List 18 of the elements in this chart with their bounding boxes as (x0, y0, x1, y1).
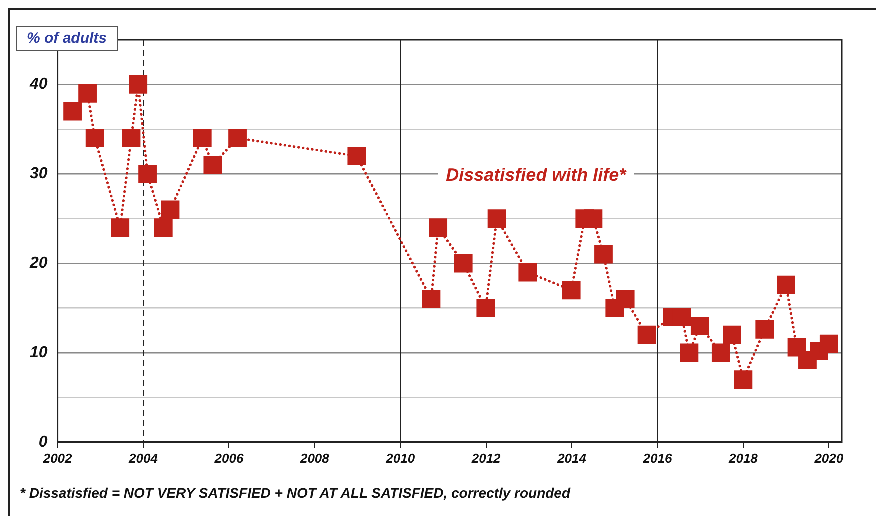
y-axis-title: % of adults (16, 26, 118, 51)
x-tick-label: 2004 (128, 450, 159, 466)
x-tick-label: 2016 (642, 450, 673, 466)
text: * Dissatisfied = NOT VERY SATISFIED + NOT AT ALL SATISFIED, correctly rounded (20, 485, 571, 501)
x-tick-label: 2002 (42, 450, 74, 466)
x-tick-label: 2008 (299, 450, 330, 466)
x-tick-label: 2012 (470, 450, 502, 466)
x-tick-label: 2006 (214, 450, 244, 466)
series-label: Dissatisfied with life* (446, 164, 628, 185)
x-tick-label: 2018 (728, 450, 759, 466)
x-tick-label: 2020 (814, 450, 844, 466)
x-tick-label: 2010 (385, 450, 416, 466)
y-tick-label: 30 (30, 166, 48, 183)
y-tick-label: 40 (29, 76, 48, 94)
x-tick-label: 2014 (556, 450, 588, 466)
y-tick-label: 20 (29, 254, 48, 272)
y-tick-label: 10 (30, 344, 48, 362)
y-tick-label: 0 (38, 434, 48, 451)
